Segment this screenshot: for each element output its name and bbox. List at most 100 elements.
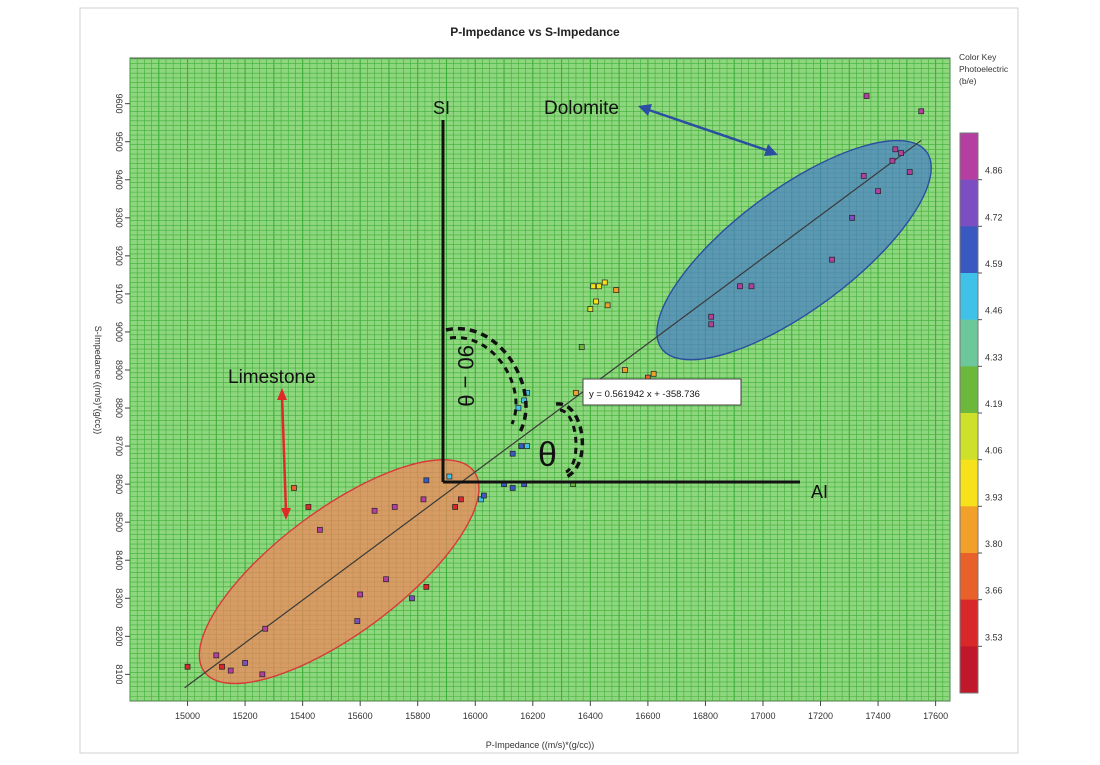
data-point <box>446 473 453 480</box>
data-point <box>383 576 389 583</box>
x-tick-label: 17200 <box>808 711 833 721</box>
color-key-swatch <box>960 319 978 367</box>
data-point <box>452 504 458 510</box>
limestone-label: Limestone <box>228 367 316 388</box>
color-key-label: 3.53 <box>985 632 1003 642</box>
data-point <box>573 389 579 396</box>
ai-label: AI <box>811 482 828 502</box>
data-point <box>601 279 608 286</box>
color-key-swatch <box>960 646 978 694</box>
y-tick-label: 8600 <box>114 474 124 494</box>
regression-line <box>184 139 922 689</box>
complement-angle-label: 90 − θ <box>453 345 478 407</box>
data-point <box>898 150 904 156</box>
y-tick-label: 9100 <box>114 284 124 304</box>
y-tick-label: 8800 <box>114 398 124 418</box>
y-tick-label: 8900 <box>114 360 124 380</box>
data-point <box>371 507 378 514</box>
data-point <box>849 214 856 221</box>
color-key-label: 4.33 <box>985 352 1003 362</box>
data-point <box>590 283 597 290</box>
y-tick-label: 9400 <box>114 170 124 190</box>
data-point <box>622 367 628 373</box>
dolomite-label: Dolomite <box>544 98 619 119</box>
data-point <box>593 298 599 305</box>
data-point <box>515 405 522 411</box>
x-axis-ticks: 15000 15200 15400 15600 15800 16000 16200 16400… <box>175 701 948 721</box>
x-tick-label: 15400 <box>290 711 315 721</box>
data-point <box>423 477 430 484</box>
data-point <box>708 321 715 328</box>
data-point <box>889 157 896 164</box>
data-point <box>650 370 657 377</box>
y-tick-label: 9200 <box>114 246 124 266</box>
equation-box <box>582 378 742 406</box>
limestone-arrow-head-bottom <box>281 508 291 520</box>
color-key-swatch <box>960 226 978 274</box>
data-point <box>509 450 516 457</box>
data-point <box>863 93 870 99</box>
y-tick-label: 8500 <box>114 512 124 532</box>
color-key-swatch <box>960 273 978 321</box>
color-key-label: 3.66 <box>985 586 1003 596</box>
data-point <box>708 313 715 320</box>
data-point <box>918 108 925 115</box>
x-tick-label: 15200 <box>233 711 258 721</box>
data-point <box>596 283 602 290</box>
x-axis-label: P-Impedance ((m/s)*(g/cc)) <box>486 740 595 750</box>
data-point <box>458 496 464 503</box>
color-key-swatch <box>960 413 978 461</box>
complement-arc-outer <box>445 326 528 433</box>
color-key-swatch <box>960 553 978 601</box>
color-key-label: 4.86 <box>985 166 1003 176</box>
data-point <box>524 443 530 449</box>
data-point <box>613 287 620 293</box>
data-point <box>587 306 594 312</box>
zone-limestone <box>198 459 480 685</box>
x-tick-label: 17600 <box>923 711 948 721</box>
data-point <box>291 485 297 491</box>
y-axis-ticks: 8100 8200 8300 8400 8500 8600 8700 8800 8900 9000… <box>114 94 130 684</box>
zone-dolomite <box>656 139 932 361</box>
y-tick-label: 9300 <box>114 208 124 228</box>
data-point <box>829 256 835 263</box>
y-tick-label: 8200 <box>114 626 124 646</box>
y-axis-label: S-Impedance ((m/s)*(g/cc)) <box>93 326 103 435</box>
data-point <box>357 591 364 598</box>
x-tick-label: 16400 <box>578 711 603 721</box>
data-point <box>604 302 611 309</box>
data-point <box>391 504 398 510</box>
x-tick-label: 16200 <box>520 711 545 721</box>
data-point <box>262 625 269 632</box>
x-tick-label: 15800 <box>405 711 430 721</box>
dolomite-arrow-head-right <box>764 144 778 156</box>
x-tick-label: 16000 <box>463 711 488 721</box>
dolomite-arrow-head-left <box>638 104 652 116</box>
complement-arc-inner <box>449 336 518 425</box>
data-point <box>219 663 225 670</box>
x-tick-label: 17400 <box>866 711 891 721</box>
si-label: SI <box>433 98 450 118</box>
color-key-swatch <box>960 459 978 507</box>
color-key-swatch <box>960 599 978 647</box>
data-point <box>227 667 234 674</box>
data-point <box>423 584 430 590</box>
data-point <box>518 443 525 449</box>
x-tick-label: 15000 <box>175 711 200 721</box>
data-point <box>892 146 899 153</box>
data-point <box>509 485 516 491</box>
color-key-label: 3.93 <box>985 492 1003 502</box>
data-point <box>737 283 743 290</box>
color-key-label: 4.59 <box>985 259 1003 269</box>
theta-label: θ <box>538 436 557 474</box>
y-tick-label: 9600 <box>114 94 124 114</box>
data-point <box>860 173 867 179</box>
data-point <box>259 671 266 678</box>
data-point <box>242 660 248 666</box>
color-key-title: (b/e) <box>959 76 977 86</box>
theta-arc-outer <box>555 402 585 480</box>
color-key-swatch <box>960 133 978 181</box>
y-tick-label: 8700 <box>114 436 124 456</box>
color-key-label: 4.46 <box>985 306 1003 316</box>
